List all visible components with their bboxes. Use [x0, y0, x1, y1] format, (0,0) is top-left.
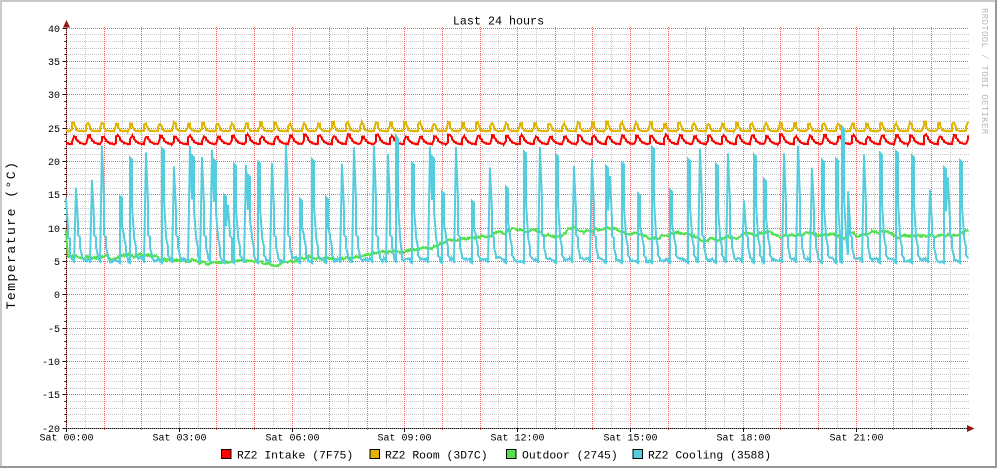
svg-text:-10: -10: [42, 358, 60, 369]
svg-text:Sat 06:00: Sat 06:00: [265, 434, 319, 445]
svg-text:20: 20: [48, 158, 60, 169]
svg-text:Sat 15:00: Sat 15:00: [603, 434, 657, 445]
svg-text:Sat 18:00: Sat 18:00: [716, 434, 770, 445]
svg-text:Sat 03:00: Sat 03:00: [152, 434, 206, 445]
svg-text:30: 30: [48, 91, 60, 102]
svg-text:25: 25: [48, 125, 60, 136]
svg-text:35: 35: [48, 58, 60, 69]
svg-text:0: 0: [54, 291, 60, 302]
svg-text:Outdoor (2745): Outdoor (2745): [522, 451, 618, 463]
svg-text:Sat 09:00: Sat 09:00: [377, 434, 431, 445]
svg-text:RZ2 Cooling (3588): RZ2 Cooling (3588): [648, 451, 771, 463]
svg-text:RZ2 Room (3D7C): RZ2 Room (3D7C): [385, 451, 488, 463]
svg-text:Sat 21:00: Sat 21:00: [829, 434, 883, 445]
svg-text:10: 10: [48, 225, 60, 236]
svg-text:Last 24 hours: Last 24 hours: [453, 15, 544, 29]
svg-text:Sat 00:00: Sat 00:00: [39, 434, 93, 445]
svg-text:-20: -20: [42, 425, 60, 436]
svg-text:Temperature (°C): Temperature (°C): [4, 161, 19, 310]
svg-text:-15: -15: [42, 391, 60, 402]
svg-text:15: 15: [48, 191, 60, 202]
svg-text:Sat 12:00: Sat 12:00: [490, 434, 544, 445]
svg-text:5: 5: [54, 258, 60, 269]
svg-text:RZ2 Intake (7F75): RZ2 Intake (7F75): [237, 451, 353, 463]
svg-text:-5: -5: [48, 325, 60, 336]
svg-text:40: 40: [48, 25, 60, 36]
svg-text:RRDTOOL / TOBI OETIKER: RRDTOOL / TOBI OETIKER: [979, 8, 989, 135]
